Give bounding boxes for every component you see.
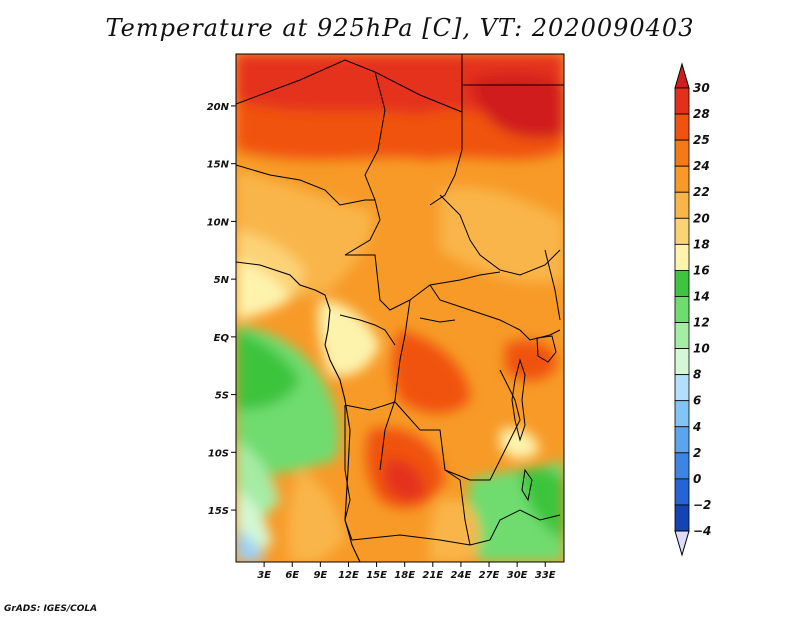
colorbar-label: 2 xyxy=(693,446,701,460)
colorbar-label: 22 xyxy=(693,185,710,199)
lat-tick-label: 20N xyxy=(207,102,230,113)
colorbar-label: −2 xyxy=(693,498,711,512)
longitude-axis: 3E 6E 9E 12E 15E 18E 21E 24E 27E 30E 33E xyxy=(257,562,556,581)
colorbar-segment xyxy=(674,165,690,193)
lon-tick-label: 30E xyxy=(507,570,528,581)
colorbar-label: 12 xyxy=(693,316,710,330)
colorbar-label: 30 xyxy=(693,81,710,95)
colorbar-segment xyxy=(674,191,690,219)
colorbar-segment xyxy=(674,270,690,297)
lat-tick-label: EQ xyxy=(214,333,230,344)
colorbar-top-arrow xyxy=(674,62,690,89)
map-title: Temperature at 925hPa [C], VT: 202009040… xyxy=(105,14,695,42)
lon-tick-label: 33E xyxy=(535,570,556,581)
colorbar-label: 16 xyxy=(693,263,710,277)
lon-tick-label: 9E xyxy=(313,570,327,581)
lon-tick-label: 6E xyxy=(285,570,299,581)
colorbar-segment xyxy=(674,296,690,323)
colorbar-segment xyxy=(674,374,690,402)
colorbar-segment xyxy=(674,139,690,167)
lat-tick-label: 10N xyxy=(207,217,230,228)
colorbar-label: 28 xyxy=(693,107,710,121)
colorbar-label: 25 xyxy=(693,133,710,147)
colorbar-bottom-arrow xyxy=(674,530,690,557)
colorbar-label: 8 xyxy=(693,368,701,382)
lat-tick-label: 5N xyxy=(214,275,230,286)
lat-tick-label: 15S xyxy=(208,506,229,517)
colorbar-label: 4 xyxy=(692,420,701,434)
lat-tick-label: 15N xyxy=(207,160,230,171)
colorbar-segment xyxy=(674,452,690,480)
colorbar-label: 20 xyxy=(693,211,710,225)
lat-tick-label: 5S xyxy=(215,391,229,402)
lon-tick-label: 3E xyxy=(257,570,271,581)
colorbar-label: 10 xyxy=(693,342,710,356)
colorbar-segment xyxy=(674,426,690,454)
colorbar-label: 6 xyxy=(693,394,701,408)
colorbar-label: 24 xyxy=(693,159,710,173)
lat-tick-label: 10S xyxy=(208,448,229,459)
colorbar-segment xyxy=(674,348,690,376)
credit-label: GrADS: IGES/COLA xyxy=(4,604,98,614)
colorbar-label: 0 xyxy=(693,472,701,486)
colorbar-segment xyxy=(674,243,690,271)
temperature-field xyxy=(236,54,564,562)
colorbar-segment xyxy=(674,322,690,349)
colorbar-label: 14 xyxy=(693,289,710,303)
lon-tick-label: 15E xyxy=(366,570,387,581)
lon-tick-label: 27E xyxy=(479,570,500,581)
lon-tick-label: 12E xyxy=(338,570,359,581)
colorbar-segment xyxy=(674,113,690,141)
colorbar-segment xyxy=(674,217,690,245)
lon-tick-label: 18E xyxy=(394,570,415,581)
colorbar-label: 18 xyxy=(693,237,710,251)
map-frame xyxy=(235,53,565,563)
colorbar-segment xyxy=(674,400,690,428)
colorbar-segment xyxy=(674,504,690,532)
country-borders xyxy=(236,54,564,562)
lon-tick-label: 24E xyxy=(451,570,472,581)
colorbar-label: −4 xyxy=(693,524,711,538)
colorbar-segment xyxy=(674,478,690,506)
latitude-axis: 20N 15N 10N 5N EQ 5S 10S 15S xyxy=(207,102,236,517)
lon-tick-label: 21E xyxy=(422,570,443,581)
colorbar-segment xyxy=(674,87,690,115)
